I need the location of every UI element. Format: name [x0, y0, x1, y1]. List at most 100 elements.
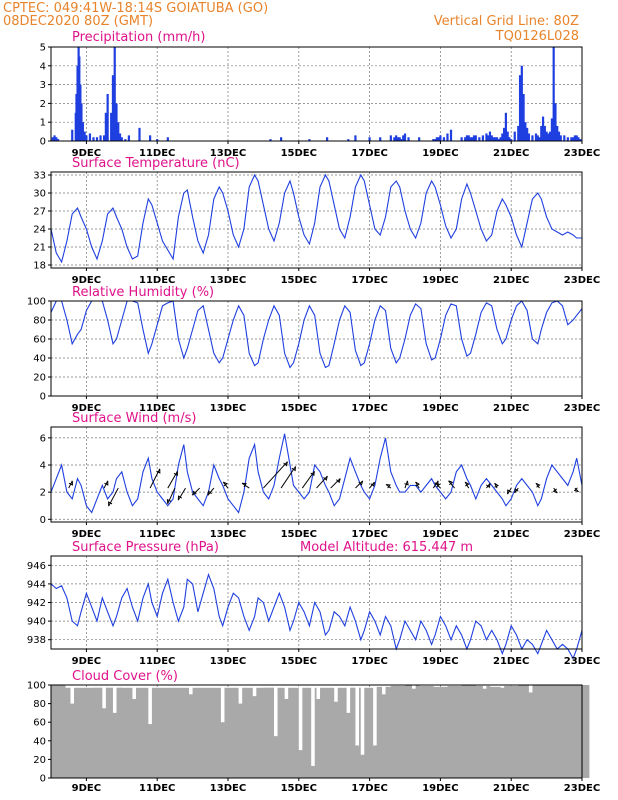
x-tick-label: 13DEC: [210, 148, 246, 159]
wind-arrow: [535, 482, 541, 489]
precip-bar: [124, 139, 127, 141]
wind-arrow-head: [404, 480, 409, 486]
panel-title: Relative Humidity (%): [72, 285, 214, 300]
x-tick-label: 19DEC: [422, 403, 458, 414]
cloud-dip: [528, 685, 533, 693]
precip-bar: [326, 137, 329, 141]
cloud-bar: [433, 686, 448, 778]
cloud-bar: [447, 685, 462, 778]
wind-arrow-head: [435, 482, 441, 488]
cloud-bar: [560, 685, 576, 778]
cloud-dip: [500, 685, 505, 688]
precip-bar: [522, 94, 525, 141]
wind-arrow-head: [310, 471, 315, 477]
precip-bar: [554, 103, 557, 141]
wind-arrow-shaft: [177, 487, 186, 501]
x-tick-label: 11DEC: [139, 529, 175, 540]
wind-arrow: [166, 487, 176, 504]
y-tick-label: 60: [33, 335, 46, 346]
precip-bar: [545, 131, 548, 141]
y-tick-label: 30: [33, 189, 46, 200]
cloud-bar: [475, 685, 491, 778]
wind-arrow-head: [336, 478, 341, 484]
precip-bar: [538, 137, 541, 141]
cloud-bar: [51, 685, 66, 778]
precip-bar: [53, 135, 56, 141]
x-tick-label: 15DEC: [281, 148, 317, 159]
precip-bar: [354, 135, 357, 141]
cloud-bar: [419, 685, 434, 778]
panel-pres: 938 940 942 944 946 9DEC 11DEC 13DEC 15DEC 17DEC 1…: [27, 540, 600, 667]
precip-bar: [552, 47, 555, 141]
precip-bar: [499, 137, 502, 141]
precip-bar: [497, 139, 500, 141]
wind-arrow: [108, 487, 119, 507]
x-tick-label: 13DEC: [210, 529, 246, 540]
wind-arrow-head: [283, 461, 288, 467]
y-tick-label: 100: [27, 297, 46, 308]
precip-bar: [280, 137, 283, 141]
wind-arrow: [280, 466, 296, 489]
precip-bar: [517, 125, 520, 141]
y-tick-label: 1: [40, 118, 46, 129]
cloud-bar: [390, 685, 406, 778]
wind-arrow: [167, 471, 178, 489]
precip-bar: [396, 137, 400, 141]
precip-bar: [85, 135, 88, 141]
precip-bar: [71, 129, 74, 141]
wind-arrow: [448, 480, 455, 489]
precip-bar: [395, 135, 398, 141]
y-tick-label: 27: [33, 207, 46, 218]
wind-arrow-head: [323, 475, 328, 481]
precip-bar: [83, 131, 86, 141]
precip-bar: [478, 137, 481, 141]
wind-arrow-head: [448, 480, 454, 486]
wind-arrow-shaft: [207, 487, 215, 496]
precip-bar: [570, 137, 573, 141]
cloud-dip: [316, 685, 321, 699]
cloud-bar: [135, 694, 151, 778]
precip-bar: [506, 131, 509, 141]
y-tick-label: 0: [40, 515, 46, 526]
panel-title: Cloud Cover (%): [72, 669, 178, 684]
panel-frame: [50, 46, 583, 142]
wind-arrow: [330, 478, 341, 489]
precip-bar: [166, 137, 169, 141]
precip-bar: [563, 135, 566, 141]
precip-bar: [541, 116, 545, 141]
wind-arrow-head: [173, 471, 178, 477]
cloud-dip: [360, 685, 365, 755]
precip-bar: [536, 135, 539, 141]
x-tick-label: 23DEC: [564, 148, 600, 159]
precip-bar: [579, 139, 582, 141]
precip-bar: [467, 135, 470, 141]
y-tick-label: 940: [27, 617, 46, 628]
panel-title: Precipitation (mm/h): [72, 30, 205, 45]
precip-bar: [526, 127, 529, 141]
precip-bar: [437, 137, 440, 141]
precip-bar: [549, 131, 552, 141]
panel-frame: [50, 684, 583, 779]
cloud-dip: [284, 685, 289, 699]
y-tick-label: 6: [40, 433, 46, 444]
wind-arrow-head: [108, 501, 113, 507]
precip-bar: [400, 139, 403, 141]
precip-bar: [347, 139, 350, 141]
wind-arrow-head: [514, 488, 519, 493]
cloud-dip: [220, 685, 225, 723]
precip-bar: [469, 137, 472, 141]
wind-arrow: [355, 480, 364, 489]
precip-bar: [572, 137, 575, 141]
cloud-bar: [320, 688, 335, 778]
precip-bar: [460, 137, 463, 141]
precip-bar: [464, 137, 467, 141]
cloud-dip: [346, 685, 351, 713]
y-tick-label: 80: [33, 316, 46, 327]
wind-arrow: [486, 482, 491, 489]
precip-bar: [113, 47, 116, 141]
x-tick-label: 13DEC: [210, 656, 246, 667]
y-tick-label: 20: [33, 755, 46, 766]
wind-arrow-head: [486, 483, 491, 489]
series-line-wind: [50, 433, 583, 514]
